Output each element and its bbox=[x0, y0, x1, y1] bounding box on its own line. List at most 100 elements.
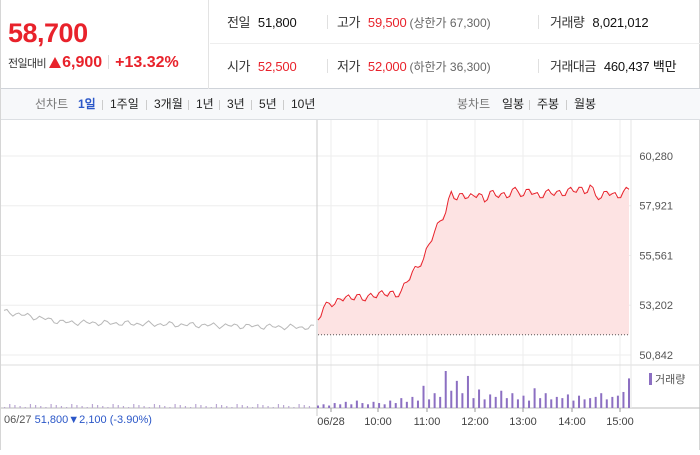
volume-bar bbox=[195, 404, 197, 408]
volume-bar bbox=[583, 399, 586, 408]
volume-bar bbox=[444, 371, 447, 408]
volume-bar bbox=[616, 395, 619, 408]
volume-bar bbox=[461, 393, 464, 408]
y-tick-label: 55,561 bbox=[639, 251, 673, 263]
x-tick-label: 11:00 bbox=[414, 416, 441, 428]
prev-day-date: 06/27 bbox=[4, 414, 32, 426]
volume-bar bbox=[122, 406, 125, 408]
volume-bar bbox=[355, 400, 358, 408]
volume-bar bbox=[35, 405, 37, 408]
volume-bar bbox=[91, 404, 94, 408]
x-tick-label: 14:00 bbox=[558, 416, 586, 428]
volume-bar bbox=[533, 388, 536, 408]
tab-monthly-candle[interactable]: 월봉 bbox=[574, 97, 597, 111]
volume-bar bbox=[528, 400, 531, 408]
volume-bar bbox=[283, 405, 285, 408]
volume-bar bbox=[29, 404, 32, 408]
tab-10years[interactable]: 10년 bbox=[291, 97, 316, 111]
volume-bar bbox=[466, 375, 469, 408]
volume-bar bbox=[308, 406, 311, 408]
volume-bar bbox=[71, 404, 73, 408]
volume-bar bbox=[372, 401, 375, 408]
x-tick-label: 15:00 bbox=[606, 416, 634, 428]
volume-bar bbox=[472, 398, 475, 408]
volume-bar bbox=[622, 391, 625, 408]
volume-bar bbox=[405, 401, 408, 408]
volume-bar bbox=[455, 380, 458, 408]
volume-bar bbox=[339, 404, 342, 408]
volume-bar bbox=[328, 405, 331, 408]
up-triangle-icon bbox=[49, 57, 62, 68]
volume-bar bbox=[450, 390, 453, 408]
volume-bar bbox=[128, 407, 130, 408]
x-tick-label: 06/28 bbox=[317, 416, 345, 428]
volume-bar bbox=[439, 396, 442, 408]
volume-bar bbox=[589, 398, 592, 408]
volume-bar bbox=[611, 396, 614, 408]
volume-bar bbox=[293, 407, 295, 408]
volume-bar bbox=[494, 396, 497, 408]
volume-bar bbox=[394, 403, 397, 408]
volume-bar bbox=[174, 404, 176, 408]
prev-day-close: 51,800 bbox=[34, 414, 69, 426]
change-label: 전일대비 bbox=[8, 58, 47, 70]
volume-bar bbox=[288, 406, 290, 408]
volume-bar bbox=[164, 406, 166, 408]
tab-3months[interactable]: 3개월 bbox=[154, 97, 183, 111]
volume-bar bbox=[179, 405, 181, 408]
volume-bar bbox=[322, 404, 325, 408]
volume-bar bbox=[153, 404, 156, 408]
volume-bar bbox=[317, 405, 319, 408]
change-value: 6,900 bbox=[62, 54, 103, 71]
volume-bar bbox=[60, 406, 63, 408]
volume-bar bbox=[267, 406, 269, 408]
volume-bar bbox=[112, 404, 114, 408]
price-chart: 60,280 57,921 55,561 53,202 50,842 거래량 06/28 10… bbox=[1, 120, 700, 450]
tab-1year[interactable]: 1년 bbox=[196, 97, 214, 111]
prev-day-line bbox=[3, 308, 315, 331]
price-box: 58,700 전일대비 6,900 +13.32% bbox=[1, 0, 209, 89]
stat-open: 시가 52,500 bbox=[227, 59, 297, 74]
volume-bar bbox=[50, 404, 52, 408]
stat-amount: 거래대금 460,437 백만 bbox=[550, 59, 677, 74]
volume-bar bbox=[416, 400, 419, 408]
prev-day-change-pct: (-3.90%) bbox=[109, 414, 152, 426]
volume-bar bbox=[298, 404, 300, 408]
tab-1day[interactable]: 1일 bbox=[78, 97, 96, 111]
volume-bar bbox=[350, 404, 353, 408]
volume-bar bbox=[555, 396, 558, 408]
chart-period-tabs: 선차트 1일 1주일 3개월 1년 3년 5년 10년 봉차트 일봉 주봉 월봉 bbox=[1, 89, 700, 120]
volume-bar bbox=[76, 405, 78, 408]
tab-3years[interactable]: 3년 bbox=[227, 97, 245, 111]
volume-bar bbox=[215, 404, 218, 408]
volume-bar bbox=[550, 399, 553, 408]
down-triangle-icon: ▼ bbox=[68, 414, 80, 426]
volume-bar bbox=[14, 405, 16, 408]
volume-bar bbox=[86, 407, 88, 408]
y-tick-label: 57,921 bbox=[639, 201, 673, 213]
volume-bar bbox=[522, 395, 525, 408]
volume-bar bbox=[200, 405, 202, 408]
volume-bar bbox=[9, 404, 11, 408]
volume-bar bbox=[433, 393, 436, 408]
stat-prev-close: 전일 51,800 bbox=[227, 15, 297, 30]
volume-bar bbox=[572, 400, 575, 408]
x-tick-label: 12:00 bbox=[461, 416, 489, 428]
tab-weekly-candle[interactable]: 주봉 bbox=[537, 97, 560, 111]
volume-bar bbox=[511, 393, 514, 408]
volume-bar bbox=[262, 405, 264, 408]
tab-1week[interactable]: 1주일 bbox=[110, 97, 139, 111]
y-tick-label: 60,280 bbox=[639, 151, 673, 163]
volume-bar bbox=[277, 404, 280, 408]
volume-bar bbox=[257, 404, 259, 408]
tab-5years[interactable]: 5년 bbox=[259, 97, 277, 111]
volume-bar bbox=[303, 405, 305, 408]
volume-bar bbox=[210, 407, 212, 408]
volume-bar bbox=[628, 378, 630, 408]
y-tick-label: 50,842 bbox=[639, 350, 673, 362]
price-chart-svg: 60,280 57,921 55,561 53,202 50,842 거래량 06/28 10… bbox=[1, 120, 700, 428]
tab-daily-candle[interactable]: 일봉 bbox=[502, 97, 525, 111]
volume-bar bbox=[221, 405, 223, 408]
current-price: 58,700 bbox=[8, 18, 88, 48]
